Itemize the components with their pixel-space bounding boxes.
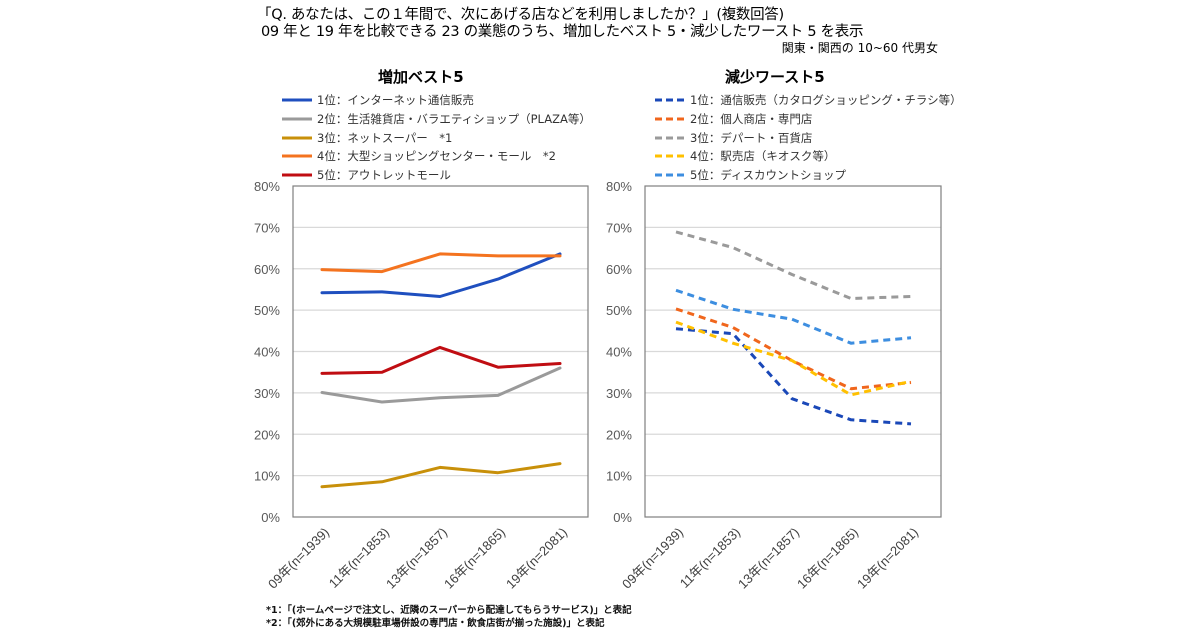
x-tick-label: 19年(n=2081) [503, 525, 570, 592]
legend-label: 5位：アウトレットモール [317, 168, 451, 183]
legend-swatch [280, 151, 314, 161]
legend-swatch [653, 151, 687, 161]
x-tick-label: 13年(n=1857) [383, 525, 450, 592]
right-chart-title: 減少ワースト5 [725, 68, 825, 86]
x-tick-label: 19年(n=2081) [854, 525, 921, 592]
question-text: 「Q. あなたは、この１年間で、次にあげる店などを利用しましたか？」(複数回答) [257, 7, 784, 23]
x-tick-label: 09年(n=1939) [265, 525, 332, 592]
legend-swatch [653, 133, 687, 143]
y-tick-label: 20% [254, 427, 280, 442]
y-tick-label: 80% [606, 179, 632, 194]
legend-label: 5位：ディスカウントショップ [690, 168, 847, 183]
series-line-1 [320, 252, 562, 298]
series-line-4 [675, 320, 912, 397]
plot-frame [644, 185, 942, 518]
legend-label: 3位：ネットスーパー *1 [317, 130, 453, 145]
legend-swatch [280, 133, 314, 143]
legend-swatch [653, 170, 687, 180]
legend-item-2: 2位：個人商店・専門店 [653, 110, 962, 129]
left-chart-legend: 1位：インターネット通信販売 2位：生活雑貨店・バラエティショップ（PLAZA等）… [280, 91, 591, 184]
chart-0: 0%10%20%30%40%50%60%70%80%09年(n=1939)11年… [254, 179, 589, 592]
y-tick-label: 40% [254, 345, 280, 360]
chart-1: 0% 10% 20% 30% 40% 50% 60% 70% 80% 09年(n=1939)11年… [606, 179, 942, 592]
series-line-2 [675, 307, 912, 391]
footnote-2: *2：「(郊外にある大規模駐車場併設の専門店・飲食店街が揃った施設)」と表記 [266, 618, 605, 629]
left-chart-title: 増加ベスト5 [378, 68, 464, 86]
legend-label: 4位：大型ショッピングセンター・モール *2 [317, 149, 556, 164]
x-tick-label: 16年(n=1865) [441, 525, 508, 592]
y-tick-label: 10% [254, 469, 280, 484]
y-tick-label: 0% [261, 510, 280, 525]
legend-label: 1位：インターネット通信販売 [317, 93, 474, 108]
y-tick-label: 70% [254, 220, 280, 235]
legend-item-4: 4位：駅売店（キオスク等） [653, 147, 962, 166]
series-line-1 [675, 327, 912, 426]
y-tick-label: 70% [606, 220, 632, 235]
series-line-3 [675, 230, 912, 300]
legend-swatch [280, 95, 314, 105]
legend-swatch [653, 95, 687, 105]
y-tick-label: 30% [254, 386, 280, 401]
x-tick-label: 13年(n=1857) [735, 525, 802, 592]
legend-item-2: 2位：生活雑貨店・バラエティショップ（PLAZA等） [280, 110, 591, 129]
plot-frame [292, 185, 589, 518]
y-tick-label: 50% [606, 303, 632, 318]
y-tick-label: 0% [613, 510, 632, 525]
y-tick-label: 60% [254, 262, 280, 277]
legend-item-3: 3位：デパート・百貨店 [653, 128, 962, 147]
y-tick-label: 80% [254, 179, 280, 194]
legend-swatch [280, 170, 314, 180]
legend-label: 2位：個人商店・専門店 [690, 112, 813, 127]
legend-swatch [653, 114, 687, 124]
legend-label: 2位：生活雑貨店・バラエティショップ（PLAZA等） [317, 112, 591, 127]
y-tick-label: 50% [254, 303, 280, 318]
legend-label: 1位：通信販売（カタログショッピング・チラシ等） [690, 93, 962, 108]
legend-item-1: 1位：通信販売（カタログショッピング・チラシ等） [653, 91, 962, 110]
y-tick-label: 40% [606, 345, 632, 360]
legend-item-3: 3位：ネットスーパー *1 [280, 128, 591, 147]
legend-swatch [280, 114, 314, 124]
footnote-1: *1：「(ホームページで注文し、近隣のスーパーから配達してもらうサービス)」と表… [266, 605, 632, 616]
right-chart-legend: 1位：通信販売（カタログショッピング・チラシ等） 2位：個人商店・専門店 3位：デパ… [653, 91, 962, 184]
legend-label: 3位：デパート・百貨店 [690, 130, 813, 145]
series-line-5 [675, 288, 912, 345]
y-tick-label: 60% [606, 262, 632, 277]
y-tick-label: 30% [606, 386, 632, 401]
population-note: 関東・関西の 10~60 代男女 [781, 41, 938, 55]
x-tick-label: 11年(n=1853) [677, 525, 743, 591]
legend-item-1: 1位：インターネット通信販売 [280, 91, 591, 110]
legend-item-5: 5位：ディスカウントショップ [653, 166, 962, 185]
y-tick-label: 20% [606, 427, 632, 442]
legend-item-5: 5位：アウトレットモール [280, 166, 591, 185]
subtitle-text: 09 年と 19 年を比較できる 23 の業態のうち、増加したベスト 5・減少し… [261, 24, 864, 40]
x-tick-label: 16年(n=1865) [794, 525, 861, 592]
y-tick-label: 10% [606, 469, 632, 484]
x-tick-label: 09年(n=1939) [619, 525, 686, 592]
legend-item-4: 4位：大型ショッピングセンター・モール *2 [280, 147, 591, 166]
legend-label: 4位：駅売店（キオスク等） [690, 149, 836, 164]
